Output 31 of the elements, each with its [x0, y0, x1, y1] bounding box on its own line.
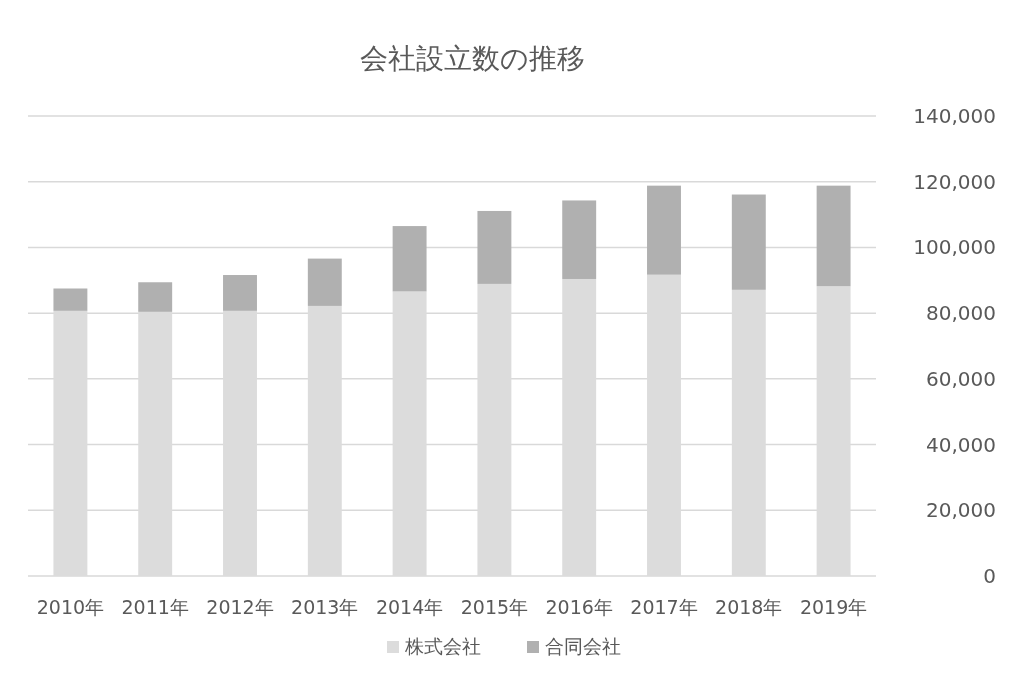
bar	[731, 194, 766, 290]
x-tick-label: 2018年	[715, 596, 783, 618]
y-tick-label: 80,000	[926, 301, 996, 326]
y-tick-label: 120,000	[913, 169, 996, 194]
bar	[307, 258, 342, 306]
bar	[138, 282, 173, 312]
x-tick-label: 2019年	[799, 596, 868, 618]
y-tick-label: 20,000	[926, 498, 996, 523]
y-tick-label: 140,000	[913, 104, 996, 128]
y-tick-label: 0	[983, 564, 996, 588]
bar	[562, 200, 597, 279]
x-tick-label: 2012年	[206, 596, 274, 618]
legend-label: 株式会社	[404, 635, 481, 657]
legend-label: 合同会社	[545, 635, 621, 657]
bar	[477, 210, 512, 284]
bar	[223, 275, 257, 311]
chart-title: 会社設立数の推移	[359, 42, 585, 75]
y-tick-label: 100,000	[913, 235, 996, 260]
x-tick-label: 2013年	[291, 596, 359, 618]
x-tick-label: 2016年	[545, 596, 613, 618]
x-tick-label: 2017年	[630, 596, 698, 618]
x-tick-label: 2010年	[36, 596, 105, 618]
y-tick-label: 60,000	[926, 366, 996, 391]
bar	[392, 226, 427, 292]
x-tick-label: 2014年	[375, 596, 444, 618]
x-tick-label: 2015年	[460, 596, 529, 618]
x-tick-label: 2011年	[121, 596, 189, 618]
bar	[647, 185, 681, 275]
bar	[53, 288, 88, 311]
bar	[816, 185, 851, 287]
y-tick-label: 40,000	[926, 432, 996, 457]
